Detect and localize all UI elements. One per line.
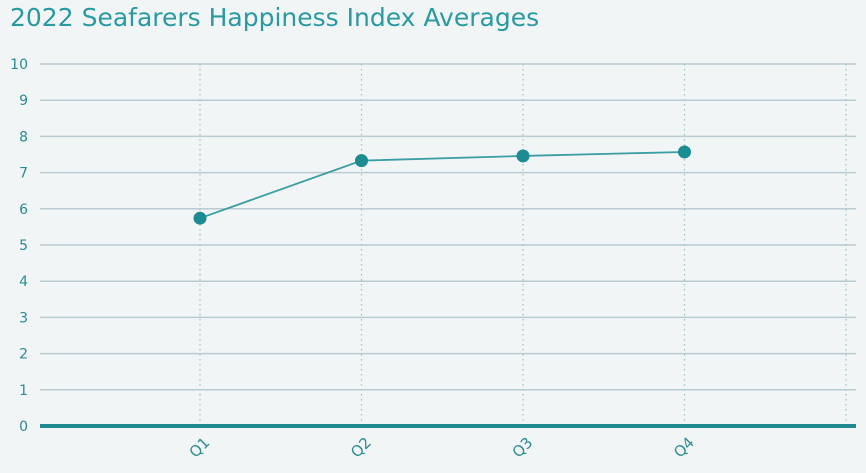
x-tick-label: Q2 [347,434,375,462]
grid-layer [40,63,856,428]
x-tick-label: Q1 [186,434,214,462]
data-point [516,149,530,163]
y-tick-label: 6 [19,202,28,218]
y-tick-label: 1 [19,383,28,399]
y-tick-label: 0 [19,419,28,435]
series-line [199,151,685,220]
series-layer [193,145,691,225]
y-axis-ticks: 0 1 2 3 4 5 6 7 8 9 10 [10,57,28,435]
data-point [678,145,691,159]
y-tick-label: 9 [19,93,28,109]
y-tick-label: 3 [19,310,28,326]
y-tick-label: 10 [10,57,28,73]
data-point [355,154,368,168]
x-tick-label: Q3 [509,434,537,462]
y-tick-label: 7 [19,166,28,182]
chart-title: 2022 Seafarers Happiness Index Averages [10,3,540,32]
y-tick-label: 2 [19,347,28,363]
y-tick-label: 8 [19,129,28,145]
data-point [193,211,207,225]
x-axis-ticks: Q1 Q2 Q3 Q4 [186,434,698,462]
y-tick-label: 4 [19,274,28,290]
x-tick-label: Q4 [670,434,698,462]
y-tick-label: 5 [19,238,28,254]
